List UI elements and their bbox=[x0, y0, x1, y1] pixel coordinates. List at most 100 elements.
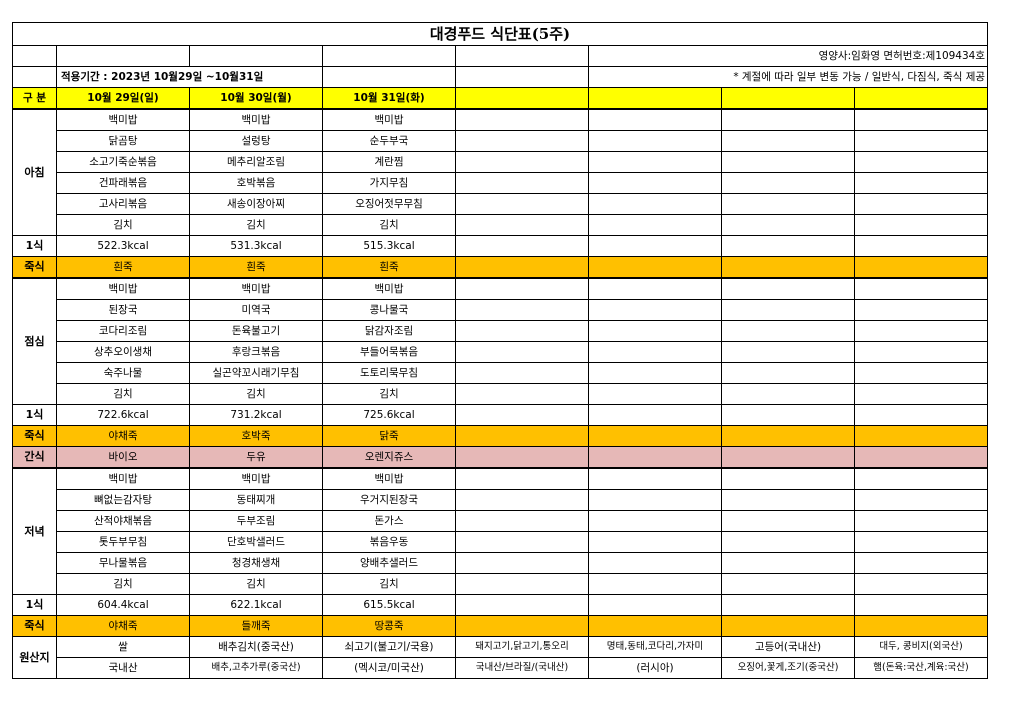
empty-cell bbox=[853, 404, 989, 426]
origin-row: 원산지 쌀 배추김치(중국산) 쇠고기(불고기/국용) 돼지고기,닭고기,통오리 명태,동… bbox=[12, 636, 989, 679]
breakfast-row: 닭곰탕 설렁탕 순두부국 bbox=[13, 130, 989, 152]
empty-cell bbox=[721, 341, 855, 363]
menu-item: 오징어젓무무침 bbox=[322, 193, 456, 215]
menu-item: 미역국 bbox=[189, 299, 323, 321]
empty-cell bbox=[853, 214, 989, 236]
lunch-row: 숙주나물 실곤약꼬시래기무침 도토리묵무침 bbox=[13, 362, 989, 384]
breakfast-row: 김치 김치 김치 bbox=[13, 214, 989, 236]
empty-cell bbox=[721, 510, 855, 532]
origin-item: 쌀 bbox=[56, 636, 190, 658]
menu-item: 백미밥 bbox=[56, 467, 190, 490]
empty-cell bbox=[455, 256, 589, 279]
dinner-count: 1식 bbox=[12, 594, 57, 616]
header-row: 구 분 10월 29일(일) 10월 30일(월) 10월 31일(화) bbox=[12, 87, 989, 110]
sheet-title: 대경푸드 식단표(5주) bbox=[11, 22, 989, 46]
empty-cell bbox=[721, 615, 855, 637]
porridge-label: 죽식 bbox=[12, 256, 57, 279]
lunch-kcal-row: 1식 722.6kcal 731.2kcal 725.6kcal bbox=[12, 404, 989, 426]
empty-cell bbox=[588, 341, 722, 363]
empty-cell bbox=[455, 510, 589, 532]
menu-item: 설렁탕 bbox=[189, 130, 323, 152]
porridge-item: 닭죽 bbox=[322, 425, 456, 447]
menu-item: 백미밥 bbox=[322, 277, 456, 300]
empty-cell bbox=[455, 446, 589, 469]
porridge-item: 흰죽 bbox=[56, 256, 190, 279]
breakfast-porridge-row: 죽식 흰죽 흰죽 흰죽 bbox=[12, 256, 989, 279]
empty-cell bbox=[588, 383, 722, 405]
empty-cell bbox=[853, 446, 989, 469]
empty-cell bbox=[853, 108, 989, 131]
empty-cell bbox=[853, 151, 989, 173]
menu-item: 볶음우동 bbox=[322, 531, 456, 553]
empty-cell bbox=[721, 383, 855, 405]
menu-item: 도토리묵무침 bbox=[322, 362, 456, 384]
empty-cell bbox=[721, 256, 855, 279]
menu-item: 김치 bbox=[56, 214, 190, 236]
origin-item: 대두, 콩비지(외국산) bbox=[853, 636, 989, 658]
dinner-porridge-row: 죽식 야채죽 들깨죽 땅콩죽 bbox=[12, 615, 989, 637]
menu-item: 백미밥 bbox=[322, 108, 456, 131]
porridge-label: 죽식 bbox=[12, 425, 57, 447]
empty-cell bbox=[588, 446, 722, 469]
empty-cell bbox=[721, 108, 855, 131]
lunch-count: 1식 bbox=[12, 404, 57, 426]
empty-cell bbox=[721, 489, 855, 511]
menu-item: 백미밥 bbox=[189, 277, 323, 300]
menu-item: 된장국 bbox=[56, 299, 190, 321]
menu-item: 김치 bbox=[189, 214, 323, 236]
empty-cell bbox=[455, 130, 589, 152]
porridge-item: 야채죽 bbox=[56, 615, 190, 637]
empty-cell bbox=[721, 362, 855, 384]
menu-item: 호박볶음 bbox=[189, 172, 323, 194]
porridge-item: 야채죽 bbox=[56, 425, 190, 447]
origin-item: (러시아) bbox=[588, 657, 722, 679]
dinner-row: 저녁 백미밥 백미밥 백미밥 bbox=[12, 467, 989, 595]
origin-label: 원산지 bbox=[12, 636, 57, 679]
snack-item: 오렌지쥬스 bbox=[322, 446, 456, 469]
menu-item: 김치 bbox=[189, 383, 323, 405]
empty-cell bbox=[455, 214, 589, 236]
empty-cell bbox=[853, 383, 989, 405]
origin-item: 고등어(국내산) bbox=[721, 636, 855, 658]
menu-sheet: 대경푸드 식단표(5주) 영양사:임화영 면허번호:제109434호 적용기간 … bbox=[11, 22, 989, 679]
empty-cell bbox=[455, 552, 589, 574]
empty-cell bbox=[853, 573, 989, 595]
empty-cell bbox=[721, 320, 855, 342]
lunch-row: 상추오이생채 후랑크볶음 부들어묵볶음 bbox=[13, 341, 989, 363]
empty-cell bbox=[853, 510, 989, 532]
menu-item: 백미밥 bbox=[189, 108, 323, 131]
menu-item: 톳두부무침 bbox=[56, 531, 190, 553]
empty-cell bbox=[455, 594, 589, 616]
menu-item: 실곤약꼬시래기무침 bbox=[189, 362, 323, 384]
menu-item: 백미밥 bbox=[56, 277, 190, 300]
origin-item: 햄(돈육:국산,계육:국산) bbox=[853, 657, 989, 679]
empty-cell bbox=[721, 446, 855, 469]
kcal-value: 522.3kcal bbox=[56, 235, 190, 257]
period-info: 적용기간 : 2023년 10월29일 ~10월31일 bbox=[56, 66, 323, 88]
empty-cell bbox=[455, 404, 589, 426]
empty-cell bbox=[588, 108, 722, 131]
empty-cell bbox=[853, 320, 989, 342]
empty-cell bbox=[853, 552, 989, 574]
menu-item: 김치 bbox=[56, 383, 190, 405]
empty-cell bbox=[721, 214, 855, 236]
empty-cell bbox=[588, 573, 722, 595]
empty-cell bbox=[721, 594, 855, 616]
empty-cell bbox=[588, 256, 722, 279]
empty-cell bbox=[588, 151, 722, 173]
empty-cell bbox=[455, 467, 589, 490]
header-day bbox=[588, 87, 722, 110]
empty-cell bbox=[853, 362, 989, 384]
empty-cell bbox=[853, 467, 989, 490]
kcal-value: 604.4kcal bbox=[56, 594, 190, 616]
breakfast-row: 건파래볶음 호박볶음 가지무침 bbox=[13, 172, 989, 194]
menu-item: 가지무침 bbox=[322, 172, 456, 194]
empty-cell bbox=[721, 531, 855, 553]
header-day bbox=[853, 87, 989, 110]
empty-cell bbox=[455, 193, 589, 215]
empty-cell bbox=[455, 383, 589, 405]
menu-item: 우거지된장국 bbox=[322, 489, 456, 511]
menu-item: 단호박샐러드 bbox=[189, 531, 323, 553]
menu-item: 상추오이생채 bbox=[56, 341, 190, 363]
origin-item: 국내산/브라질/(국내산) bbox=[455, 657, 589, 679]
